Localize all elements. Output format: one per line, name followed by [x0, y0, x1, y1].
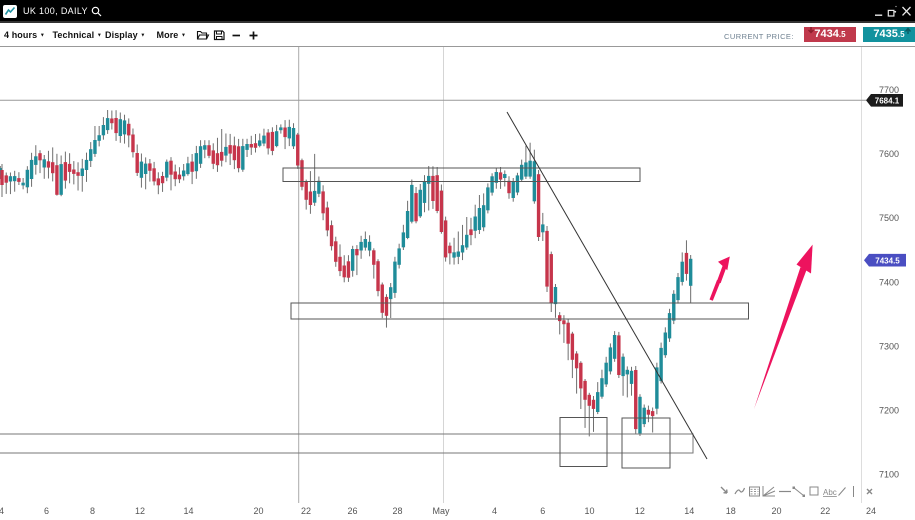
svg-text:7684.1: 7684.1: [875, 97, 900, 106]
svg-text:14: 14: [684, 506, 694, 516]
svg-text:4: 4: [0, 506, 4, 516]
svg-text:22: 22: [820, 506, 830, 516]
svg-text:6: 6: [540, 506, 545, 516]
svg-text:24: 24: [866, 506, 876, 516]
svg-text:10: 10: [584, 506, 594, 516]
svg-text:7100: 7100: [879, 470, 899, 480]
svg-text:7700: 7700: [879, 85, 899, 95]
svg-text:7434.5: 7434.5: [875, 257, 900, 266]
svg-text:22: 22: [301, 506, 311, 516]
svg-text:7500: 7500: [879, 213, 899, 223]
svg-text:28: 28: [392, 506, 402, 516]
svg-text:20: 20: [771, 506, 781, 516]
svg-text:12: 12: [135, 506, 145, 516]
svg-text:26: 26: [347, 506, 357, 516]
svg-text:14: 14: [183, 506, 193, 516]
svg-text:7200: 7200: [879, 405, 899, 415]
svg-text:Abc: Abc: [823, 488, 837, 497]
svg-text:7300: 7300: [879, 341, 899, 351]
svg-text:7400: 7400: [879, 277, 899, 287]
svg-text:May: May: [432, 506, 450, 516]
svg-text:8: 8: [90, 506, 95, 516]
svg-text:18: 18: [726, 506, 736, 516]
svg-text:6: 6: [44, 506, 49, 516]
svg-text:4: 4: [492, 506, 497, 516]
svg-text:7600: 7600: [879, 149, 899, 159]
svg-text:12: 12: [635, 506, 645, 516]
svg-text:20: 20: [253, 506, 263, 516]
